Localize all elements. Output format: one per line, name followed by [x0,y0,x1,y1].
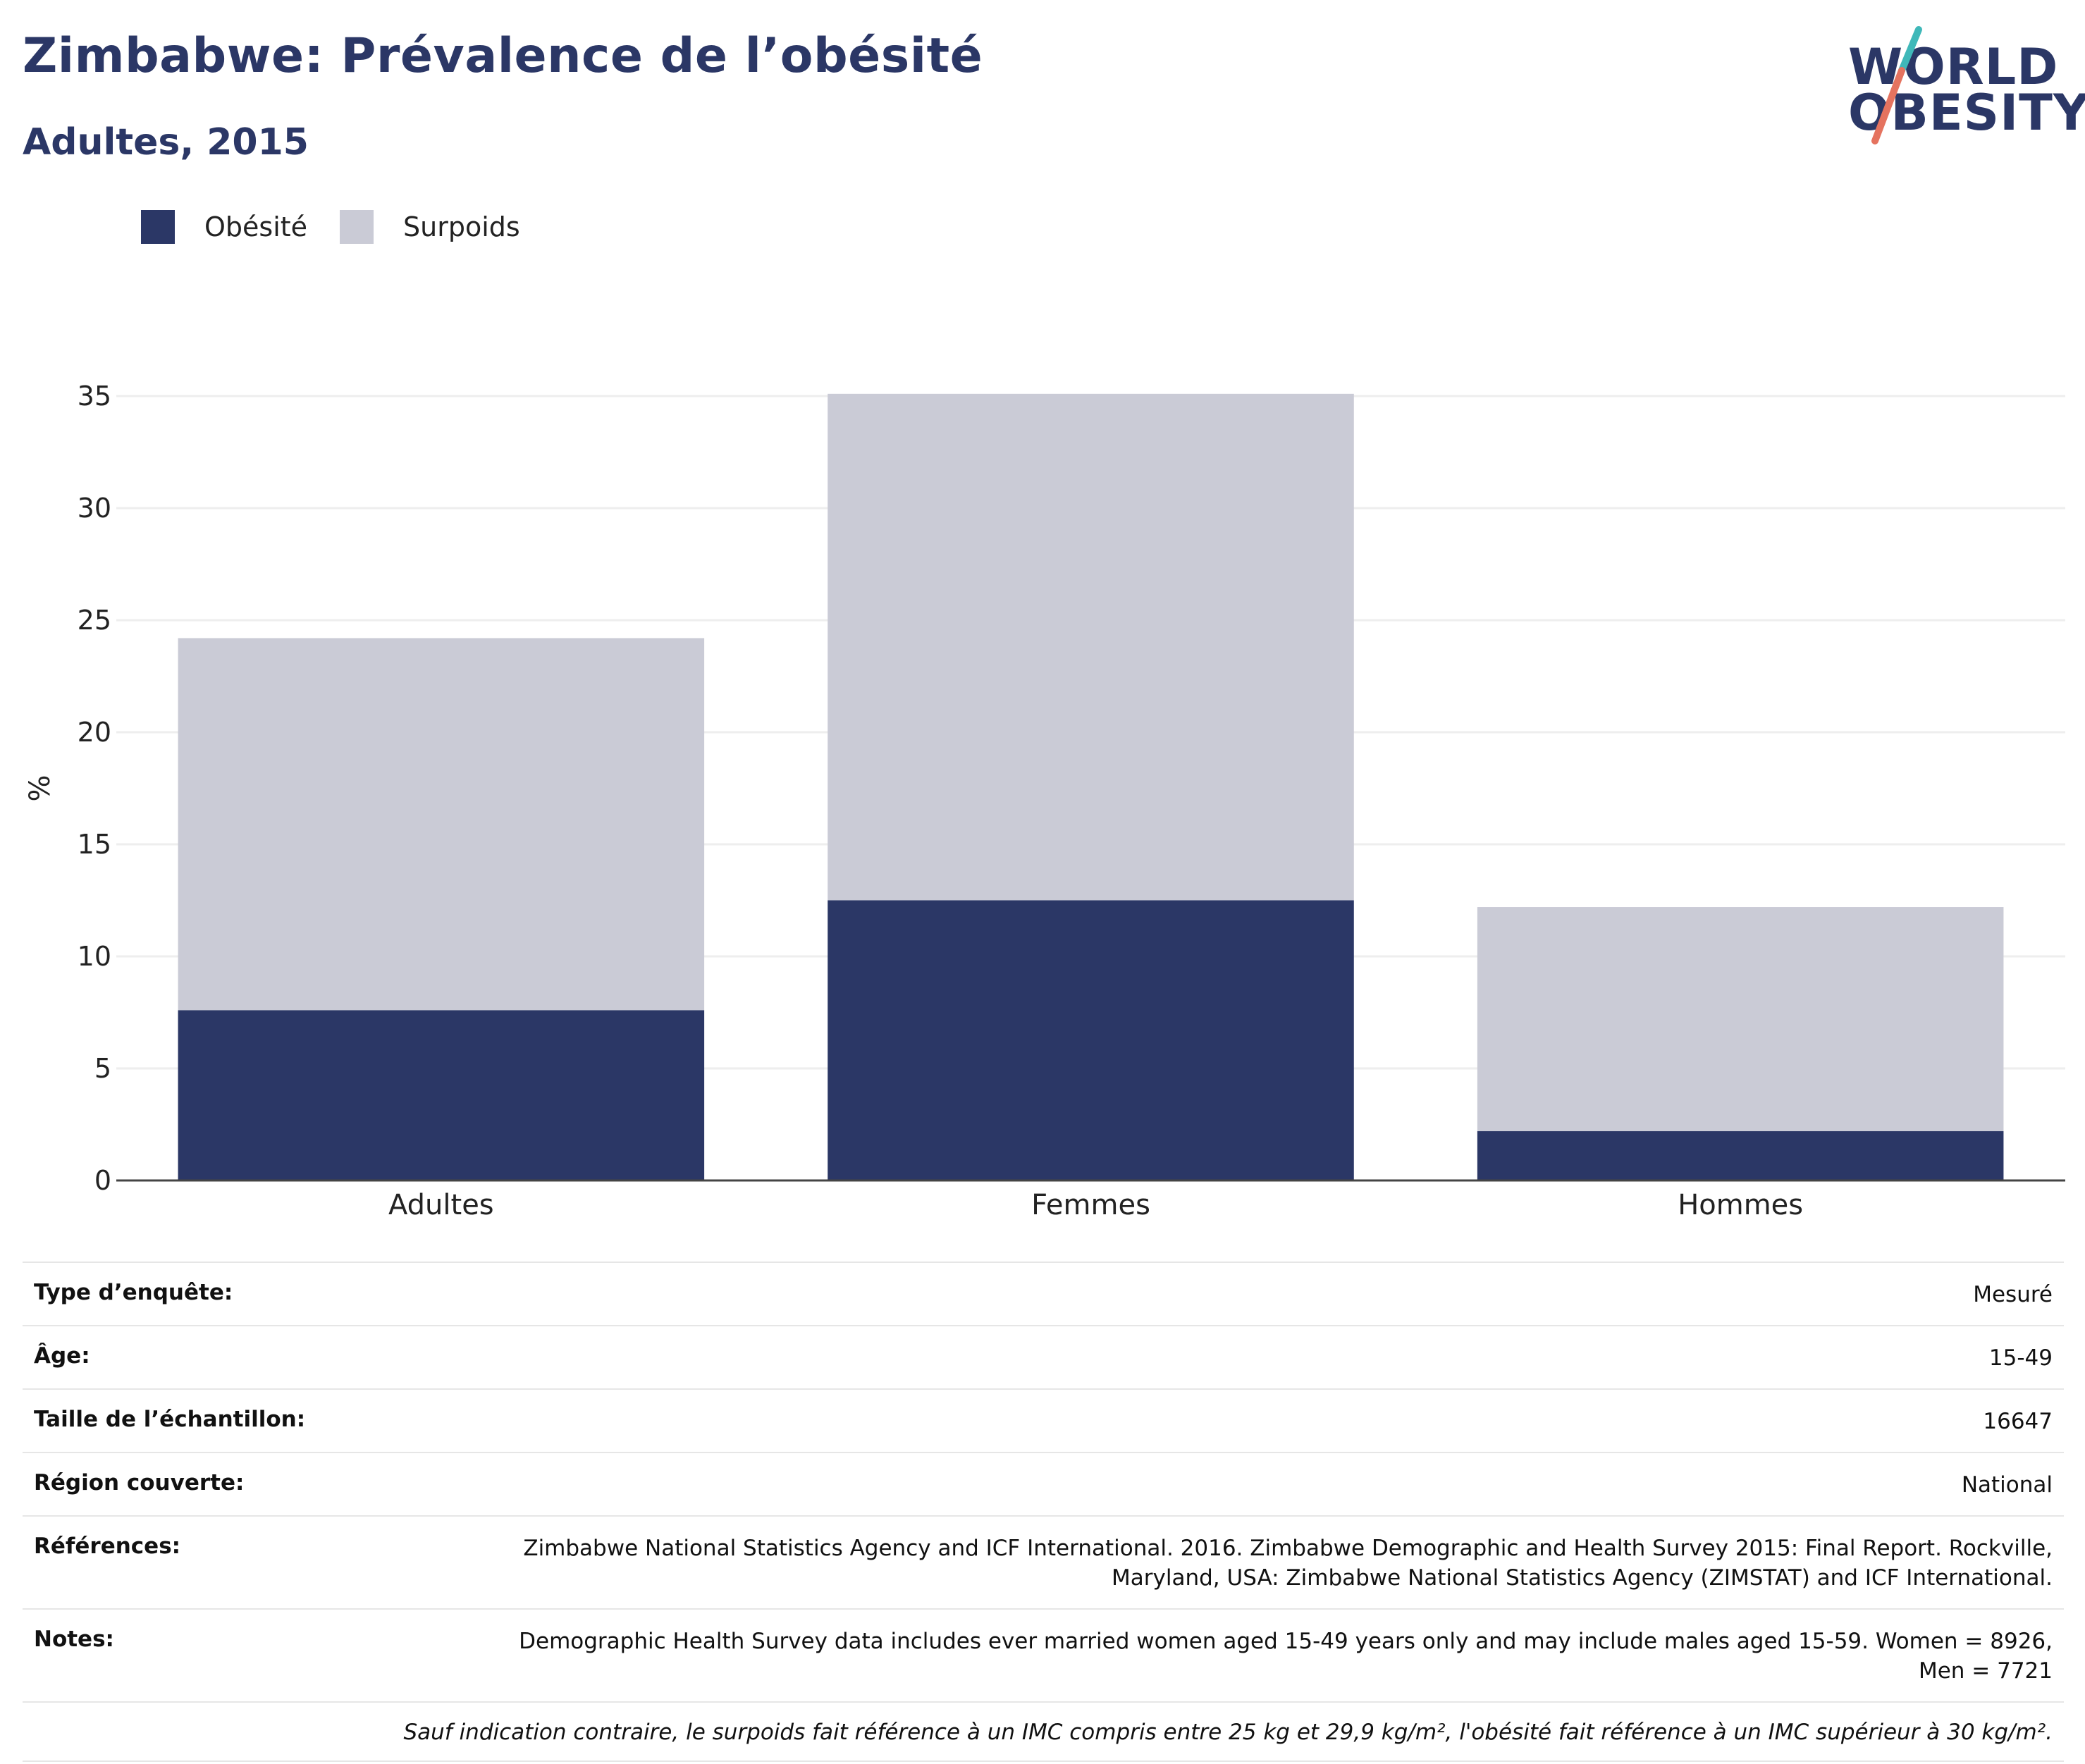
meta-row-survey-type: Type d’enquête: Mesuré [23,1262,2064,1325]
meta-value: Zimbabwe National Statistics Agency and … [523,1536,2053,1591]
meta-row-footnote: Sauf indication contraire, le surpoids f… [23,1701,2064,1762]
meta-value: 15-49 [1988,1345,2053,1371]
y-tick-label: 10 [78,941,111,972]
world-obesity-logo: WORLD OBESITY [1840,21,2085,148]
meta-row-notes: Notes: Demographic Health Survey data in… [23,1608,2064,1701]
bar-overweight [1477,907,2004,1132]
bar-overweight [828,393,1354,901]
legend-label-overweight: Surpoids [403,211,520,242]
y-tick-label: 35 [78,381,111,412]
x-tick-label: Hommes [1678,1189,1803,1221]
meta-key: Type d’enquête: [34,1280,233,1305]
meta-row-references: Références: Zimbabwe National Statistics… [23,1515,2064,1608]
x-tick-label: Femmes [1031,1189,1150,1221]
meta-key: Région couverte: [34,1470,245,1495]
meta-row-age: Âge: 15-49 [23,1325,2064,1388]
survey-info-table: Type d’enquête: Mesuré Âge: 15-49 Taille… [23,1262,2064,1762]
legend-label-obesity: Obésité [204,211,308,242]
chart-subtitle: Adultes, 2015 [23,121,309,164]
y-tick-label: 15 [78,829,111,860]
chart-title: Zimbabwe: Prévalence de l’obésité [23,28,983,84]
meta-value: Mesuré [1973,1282,2053,1307]
meta-value: National [1961,1472,2053,1498]
meta-key: Notes: [34,1627,114,1652]
meta-key: Taille de l’échantillon: [34,1407,306,1432]
bar-overweight [178,638,705,1011]
y-tick-label: 30 [78,493,111,524]
logo-slash-icon [1871,26,1922,144]
y-tick-label: 25 [78,605,111,636]
bar-chart: 0 5 10 15 20 25 30 35% Adultes Femmes Hommes [24,381,2065,1221]
y-tick-label: 0 [94,1165,111,1196]
footnote: Sauf indication contraire, le surpoids f… [403,1720,2053,1745]
y-tick-label: 20 [78,717,111,748]
meta-value: 16647 [1983,1409,2053,1434]
x-tick-label: Adultes [388,1189,494,1221]
bar-obesity [828,900,1354,1180]
bar-obesity [1477,1131,2004,1180]
bar-obesity [178,1010,705,1180]
meta-row-sample-size: Taille de l’échantillon: 16647 [23,1388,2064,1452]
meta-value: Demographic Health Survey data includes … [519,1629,2053,1684]
y-tick-label: 5 [94,1053,111,1084]
meta-key: Références: [34,1534,181,1559]
y-axis-label: % [24,775,56,801]
legend-swatch-obesity [141,210,175,244]
legend-swatch-overweight [340,210,374,244]
meta-key: Âge: [34,1343,90,1369]
meta-row-region: Région couverte: National [23,1452,2064,1515]
logo-word-1: WORLD [1848,38,2059,96]
